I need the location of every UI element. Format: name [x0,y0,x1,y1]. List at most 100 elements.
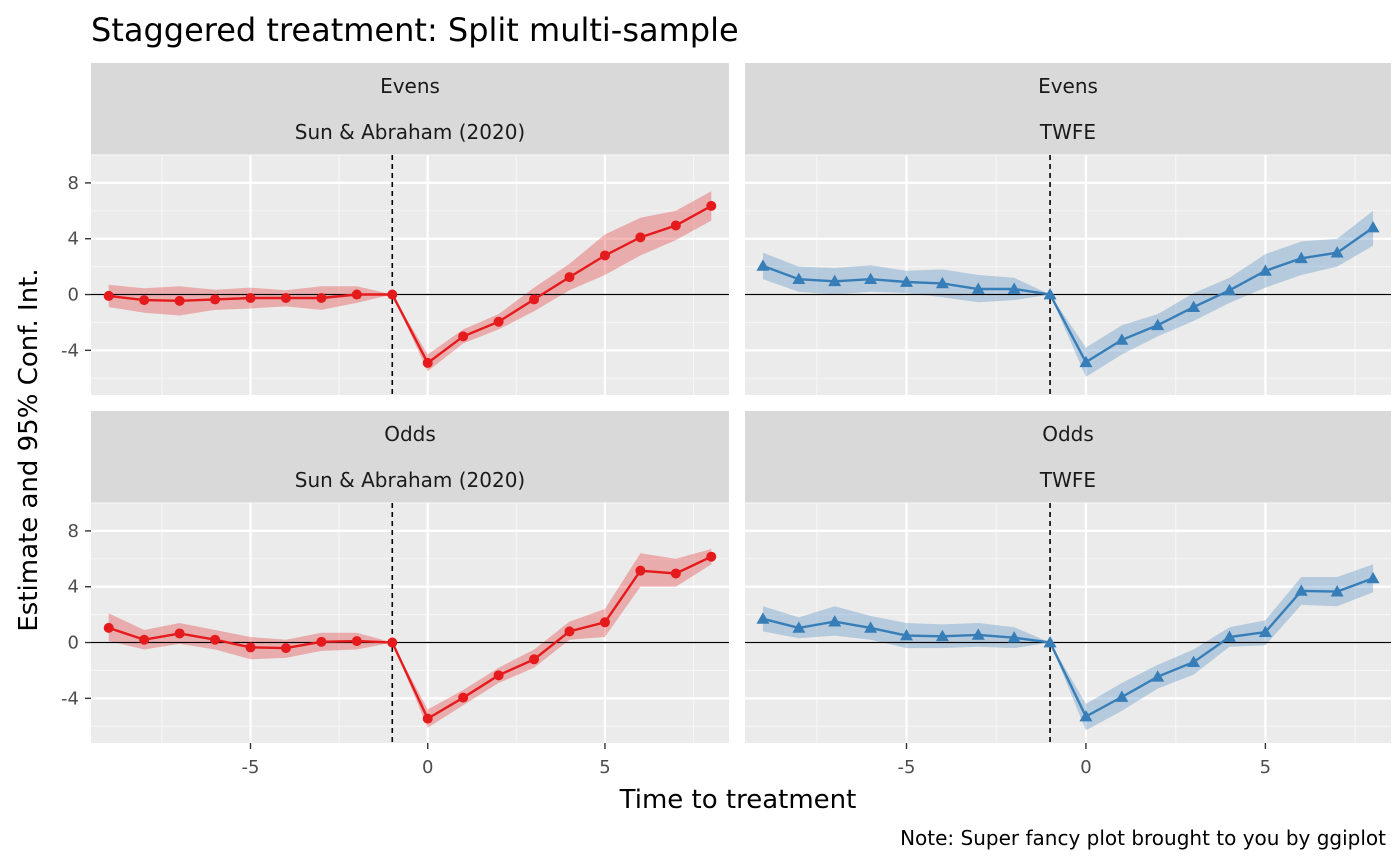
estimate-point [280,293,291,304]
panel-1: Evens Sun & Abraham (2020) -4 0 4 8 [61,63,729,395]
estimate-point [564,272,575,283]
estimate-point [387,289,398,300]
panel-3: Odds Sun & Abraham (2020) -4 0 4 8 -5 0 5 [61,411,729,778]
estimate-point [1043,636,1057,648]
estimate-point [1079,709,1093,722]
strip-label-top: Evens [1038,74,1098,98]
estimate-point [635,565,646,576]
strip-label-bottom: TWFE [1039,120,1096,144]
panel-4: Odds TWFE -5 0 5 [745,411,1391,778]
chart-caption: Note: Super fancy plot brought to you by… [900,826,1386,850]
estimate-point [1366,571,1380,584]
estimate-point [864,272,878,285]
estimate-point [564,626,575,637]
estimate-point [1115,333,1129,345]
estimate-point [1258,264,1272,276]
estimate-point [139,295,150,306]
chart-title: Staggered treatment: Split multi-sample [91,11,739,49]
estimate-point [1330,246,1344,258]
estimate-point [828,615,842,627]
estimate-point [210,294,221,305]
estimate-line [108,555,712,721]
estimate-point [706,551,717,562]
y-tick-label: -4 [61,688,79,709]
strip-label-top: Odds [384,422,436,446]
strip-background [745,63,1391,155]
estimate-point [599,250,610,261]
estimate-point [103,622,114,633]
estimate-point [1223,630,1236,642]
estimate-point [245,293,256,304]
strip-label-top: Odds [1042,422,1094,446]
x-tick-label: 5 [599,757,610,778]
estimate-point [174,295,185,306]
estimate-point [316,293,327,304]
estimate-point [1294,251,1308,264]
panel-background [745,503,1391,743]
strip-background [91,63,729,155]
estimate-point [935,629,949,642]
estimate-point [1115,690,1129,702]
estimate-point [280,643,291,654]
estimate-point [245,642,256,653]
estimate-point [529,654,540,665]
estimate-point [1043,288,1057,300]
panel-background [91,503,729,743]
strip-label-bottom: TWFE [1039,468,1096,492]
y-tick-label: 8 [68,173,79,194]
estimate-point [351,289,362,300]
estimate-point [174,628,185,639]
estimate-point [210,634,221,645]
estimate-point [139,634,150,645]
confidence-ribbon [108,549,712,728]
estimate-point [670,568,681,579]
estimate-point [1187,300,1201,312]
estimate-line [108,204,712,365]
estimate-point [792,621,806,633]
estimate-point [1151,318,1165,331]
estimate-point [1330,585,1344,597]
estimate-point [599,617,610,628]
panel-background [91,155,729,395]
x-tick-label: -5 [242,757,260,778]
x-tick-label: -5 [898,757,916,778]
estimate-point [971,282,985,294]
panel-2: Evens TWFE [745,63,1391,395]
estimate-point [1223,283,1236,296]
estimate-point [422,357,433,368]
estimate-point [792,272,806,285]
estimate-point [316,636,327,647]
y-tick-label: 4 [68,229,79,250]
panels-layer: Evens Sun & Abraham (2020) -4 0 4 8 Evens TWFE O… [61,63,1391,778]
estimate-point [1258,625,1272,637]
estimate-point [1007,631,1021,643]
x-tick-label: 0 [1080,757,1091,778]
estimate-point [670,220,681,231]
panel-background [745,155,1391,395]
estimate-point [828,274,842,287]
estimate-point [1079,355,1093,368]
estimate-point [1294,584,1308,596]
estimate-point [706,200,717,211]
estimate-point [900,275,913,287]
estimate-point [493,670,504,681]
strip-label-bottom: Sun & Abraham (2020) [295,120,526,144]
strip-label-top: Evens [380,74,440,98]
estimate-point [351,636,362,647]
y-tick-label: -4 [61,340,79,361]
y-tick-label: 4 [68,577,79,598]
estimate-point [529,294,540,305]
estimate-point [458,692,469,703]
strip-background [91,411,729,503]
estimate-point [493,316,504,327]
estimate-point [971,628,985,640]
estimate-point [935,276,949,289]
estimate-line [762,577,1374,719]
strip-label-bottom: Sun & Abraham (2020) [295,468,526,492]
y-tick-label: 8 [68,521,79,542]
estimate-point [1366,221,1380,233]
x-tick-label: 0 [422,757,433,778]
estimate-point [458,331,469,342]
x-axis-label: Time to treatment [619,785,857,815]
